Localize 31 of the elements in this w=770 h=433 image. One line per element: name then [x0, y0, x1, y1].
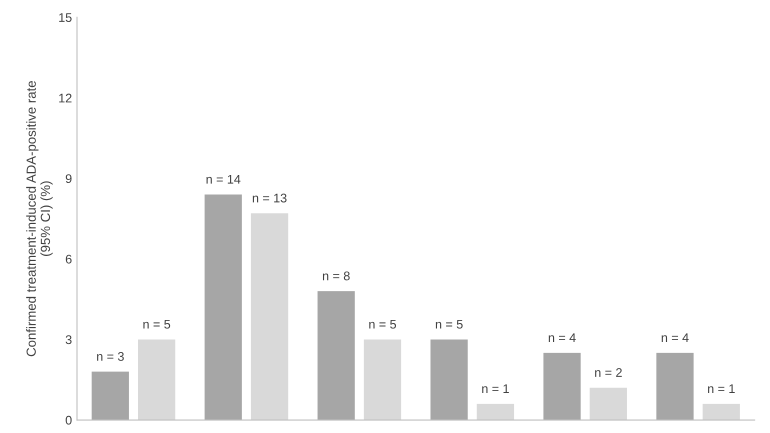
- y-axis-title: Confirmed treatment-induced ADA-positive rate (95% CI) (%): [26, 81, 53, 356]
- annotation: n = 2: [595, 368, 622, 377]
- y-tick-label: 12: [59, 94, 72, 102]
- bar: [430, 339, 468, 420]
- bar: [318, 291, 355, 420]
- bar: [590, 388, 627, 420]
- annotation: n = 1: [708, 384, 735, 393]
- annotation: n = 14: [206, 174, 240, 184]
- y-tick-label: 0: [66, 416, 72, 425]
- y-tick-label: 6: [66, 254, 72, 264]
- annotation: n = 5: [436, 320, 463, 329]
- bar: [656, 352, 694, 420]
- y-tick-label: 3: [66, 335, 72, 344]
- annotation: n = 4: [662, 333, 689, 342]
- bar: [92, 372, 129, 420]
- bar: [364, 339, 402, 420]
- bar: [204, 194, 242, 420]
- annotation: n = 4: [548, 333, 576, 342]
- annotation: n = 5: [369, 320, 396, 329]
- annotation: n = 5: [143, 320, 170, 329]
- annotation: n = 13: [252, 194, 287, 202]
- y-tick-label: 9: [66, 174, 72, 184]
- y-tick-label: 15: [59, 13, 72, 22]
- bar: [250, 213, 288, 420]
- annotation: n = 1: [482, 384, 509, 393]
- annotation: n = 3: [97, 352, 124, 361]
- bar: [543, 352, 581, 420]
- bar: [702, 404, 740, 420]
- annotation: n = 8: [322, 271, 350, 280]
- bar: [476, 404, 514, 420]
- bar: [138, 339, 176, 420]
